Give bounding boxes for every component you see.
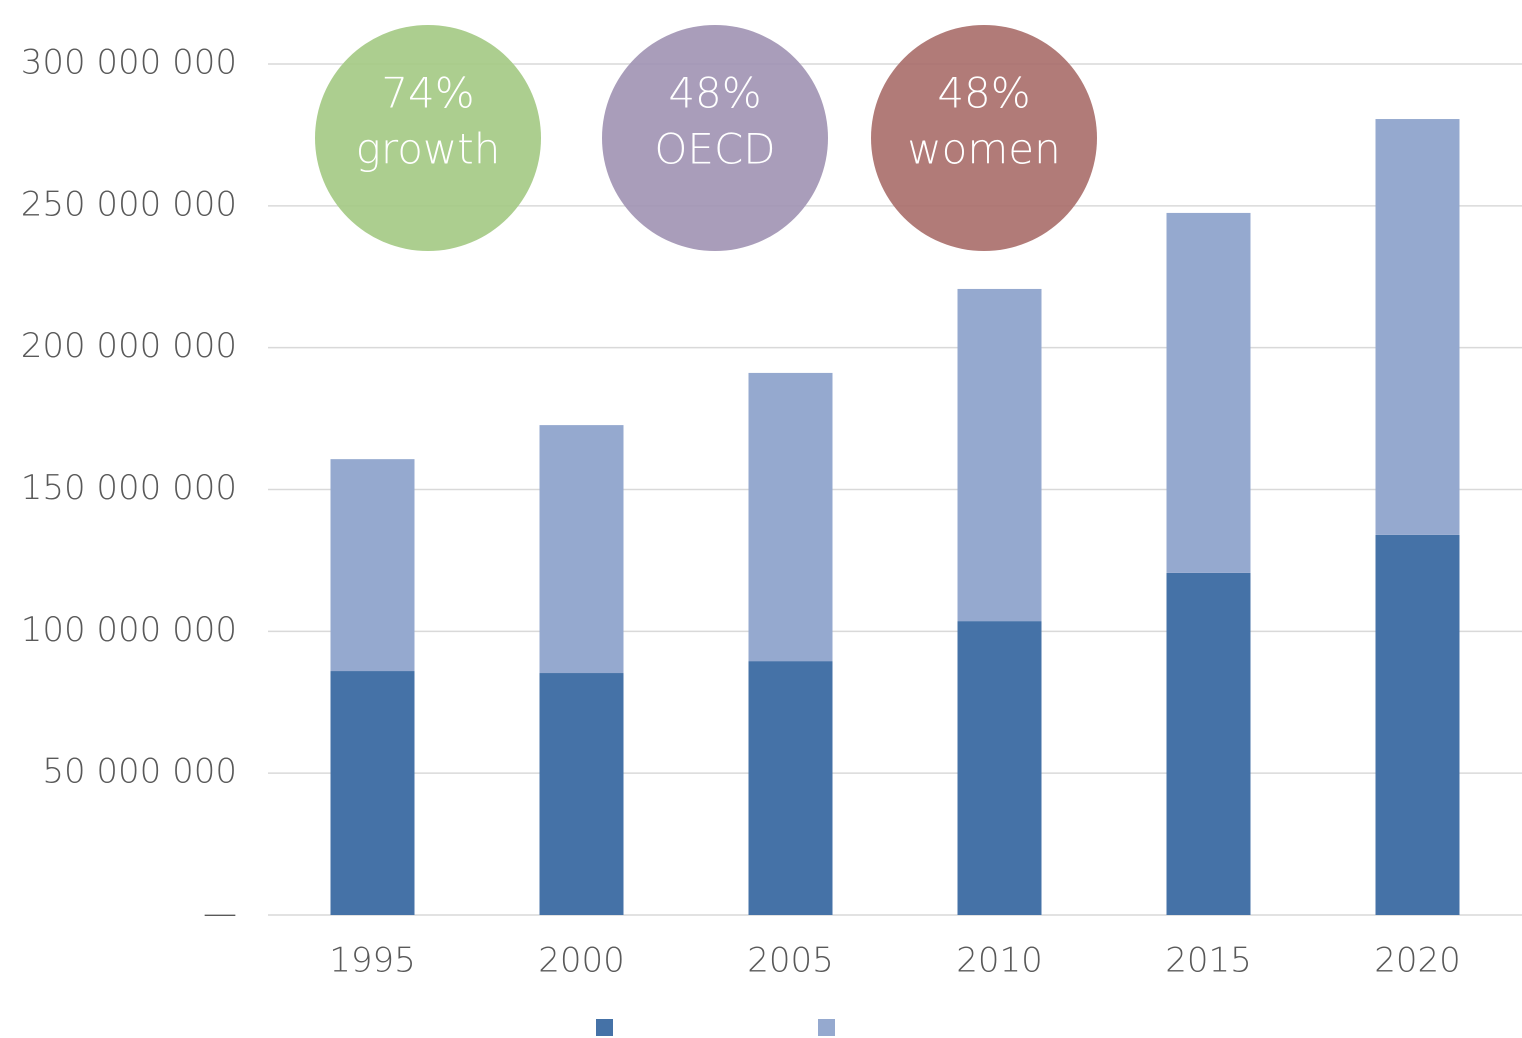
y-tick-label: 100 000 000 [21, 610, 237, 650]
x-tick-label: 2005 [747, 941, 834, 981]
annotation-bubble [315, 25, 541, 251]
x-tick-label: 1995 [329, 941, 416, 981]
y-tick-label: 300 000 000 [21, 43, 237, 83]
x-tick-label: 2015 [1165, 941, 1252, 981]
bar-segment [330, 459, 415, 672]
annotation-value: 74% [381, 69, 474, 118]
annotation-bubble [871, 25, 1097, 251]
annotation-value: 48% [937, 69, 1030, 118]
legend-swatch [818, 1019, 835, 1036]
x-tick-label: 2010 [956, 941, 1043, 981]
legend-swatch [596, 1019, 613, 1036]
y-tick-label: 50 000 000 [42, 752, 237, 792]
bar-segment [1166, 572, 1251, 915]
bar-segment [539, 425, 624, 674]
annotation-text: growth [356, 125, 501, 174]
annotation-text: women [907, 125, 1060, 174]
x-tick-label: 2000 [538, 941, 625, 981]
bar-segment [1375, 534, 1460, 915]
bar-segment [748, 661, 833, 915]
y-tick-label: 200 000 000 [21, 326, 237, 366]
y-tick-label: 150 000 000 [21, 468, 237, 508]
annotation-value: 48% [668, 69, 761, 118]
bar-segment [1166, 212, 1251, 573]
bar-segment [748, 372, 833, 662]
annotation-bubble [602, 25, 828, 251]
annotation-text: OECD [654, 125, 775, 174]
bar-segment [539, 673, 624, 915]
bar-segment [330, 671, 415, 915]
bar-segment [957, 288, 1042, 622]
x-tick-label: 2020 [1374, 941, 1461, 981]
y-tick-label: — [203, 894, 237, 934]
bar-segment [1375, 119, 1460, 535]
bar-segment [957, 621, 1042, 915]
y-tick-label: 250 000 000 [21, 184, 237, 224]
